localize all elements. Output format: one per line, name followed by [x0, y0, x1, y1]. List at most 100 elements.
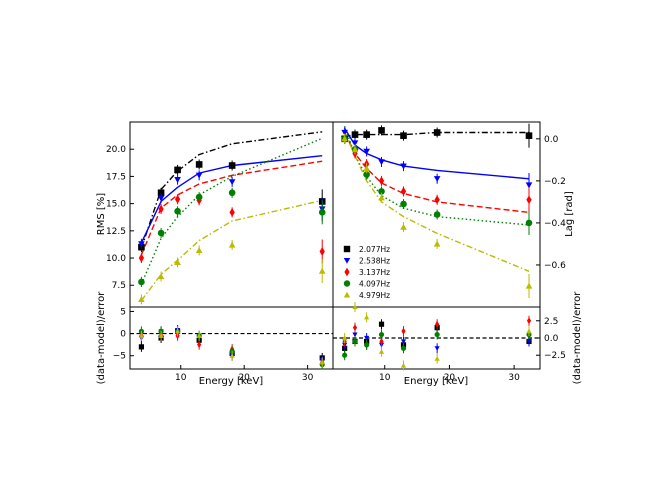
x-tick-label: 20: [238, 373, 250, 383]
data-point-4-097hz: [378, 331, 385, 338]
rms-residual-y-axis-label: (data-model)/error: [96, 291, 107, 385]
data-point-3-137hz: [197, 341, 202, 349]
data-point-2-077hz: [351, 131, 359, 138]
data-point-2-538hz: [526, 339, 532, 345]
y-tick-label: 17.5: [106, 172, 126, 182]
data-point-2-538hz: [138, 241, 145, 248]
data-point-4-097hz: [157, 229, 165, 237]
data-point-3-137hz: [434, 195, 440, 205]
data-point-4-097hz: [363, 171, 370, 178]
data-point-4-979hz: [157, 273, 165, 280]
data-point-4-979hz: [138, 333, 145, 338]
data-point-4-097hz: [525, 219, 533, 227]
x-tick-label: 10: [379, 373, 391, 383]
data-point-2-538hz: [351, 140, 359, 147]
data-point-3-137hz: [526, 195, 532, 205]
data-point-4-979hz: [319, 359, 325, 365]
data-point-2-538hz: [400, 339, 407, 345]
data-point-2-538hz: [434, 346, 440, 351]
y-tick-label: −0.4: [544, 219, 566, 229]
data-point-4-979hz: [138, 296, 145, 303]
data-point-2-538hz: [352, 332, 358, 338]
data-point-2-538hz: [433, 176, 441, 183]
y-tick-label: 0.0: [544, 334, 559, 344]
data-point-3-137hz: [352, 324, 358, 332]
data-point-4-097hz: [174, 207, 181, 215]
data-point-4-097hz: [378, 188, 385, 195]
lag-residual-y-axis-label: (data-model)/error: [572, 291, 583, 385]
data-point-4-097hz: [228, 189, 236, 197]
data-point-4-979hz: [158, 333, 164, 338]
data-point-4-979hz: [364, 314, 370, 320]
lag-y-axis-label: Lag [rad]: [564, 191, 575, 237]
data-point-4-979hz: [174, 328, 181, 334]
data-point-4-979hz: [342, 335, 348, 341]
x-tick-label: 30: [508, 373, 520, 383]
data-point-2-538hz: [228, 179, 236, 186]
data-point-4-979hz: [352, 304, 358, 310]
data-point-4-979hz: [318, 267, 326, 274]
data-point-2-538hz: [378, 159, 385, 166]
data-point-3-137hz: [526, 317, 532, 325]
data-point-3-137hz: [174, 194, 181, 204]
lag-x-axis-label: Energy [keV]: [404, 376, 469, 387]
data-point-4-097hz: [400, 200, 407, 208]
data-point-3-137hz: [138, 253, 145, 263]
data-point-3-137hz: [378, 176, 385, 186]
data-point-4-979hz: [525, 282, 533, 289]
data-point-4-097hz: [342, 352, 348, 358]
data-point-4-979hz: [196, 333, 202, 338]
data-point-3-137hz: [158, 204, 164, 214]
data-point-3-137hz: [435, 320, 440, 328]
data-point-3-137hz: [229, 207, 235, 217]
x-tick-label: 10: [175, 373, 187, 383]
data-point-2-077hz: [174, 166, 181, 174]
y-tick-label: 7.5: [112, 281, 126, 291]
axis-ticks: 7.5 10.0 12.5 15.0 17.5 20.0 0.0 −0.2 −0.4 −0.6 5 0…: [106, 135, 566, 383]
y-tick-label: 20.0: [106, 145, 126, 155]
data-point-3-137hz: [379, 337, 384, 345]
y-tick-label: 10.0: [106, 254, 126, 264]
legend-entry-label: 3.137Hz: [359, 268, 390, 277]
data-point-4-979hz: [526, 328, 532, 334]
rms-y-axis-label: RMS [%]: [96, 193, 107, 236]
legend-entry-label: 4.097Hz: [359, 279, 390, 288]
data-point-3-137hz: [400, 186, 407, 196]
data-point-2-077hz: [157, 189, 165, 197]
data-point-4-979hz: [195, 247, 203, 254]
data-point-4-979hz: [400, 223, 407, 230]
y-tick-label: 0.0: [544, 135, 559, 145]
data-point-2-077hz: [433, 129, 441, 136]
y-tick-label: 2.5: [544, 317, 558, 327]
data-point-4-979hz: [228, 241, 236, 248]
y-tick-label: 12.5: [106, 227, 126, 237]
legend-marker-2-077hz: [343, 245, 351, 253]
y-tick-label: 15.0: [106, 200, 126, 210]
data-point-4-097hz: [434, 331, 440, 338]
data-point-4-979hz: [400, 362, 407, 368]
legend-entry-label: 4.979Hz: [359, 291, 390, 300]
x-tick-label: 20: [444, 373, 456, 383]
rms-x-axis-label: Energy [keV]: [199, 376, 264, 387]
model-curve-2-077hz: [140, 131, 323, 249]
data-point-4-979hz: [341, 135, 348, 142]
legend-marker-3-137hz: [344, 267, 350, 277]
y-tick-label: 5: [120, 307, 126, 317]
model-curve-4-097hz: [140, 137, 323, 285]
x-tick-label: 30: [302, 373, 314, 383]
data-point-4-097hz: [318, 209, 326, 216]
legend-marker-2-538hz: [343, 257, 351, 264]
model-curve-2-538hz: [140, 155, 323, 244]
data-point-4-097hz: [195, 193, 203, 201]
data-point-4-097hz: [138, 278, 145, 286]
data-point-4-097hz: [352, 338, 358, 345]
legend-marker-4-979hz: [343, 291, 351, 298]
data-point-2-538hz: [363, 148, 370, 155]
data-point-2-077hz: [378, 321, 385, 327]
legend-marker-4-097hz: [343, 280, 351, 287]
data-point-4-979hz: [351, 146, 359, 152]
data-point-4-979hz: [378, 349, 385, 354]
data-point-2-077hz: [378, 127, 385, 134]
y-tick-label: 0: [120, 330, 126, 340]
